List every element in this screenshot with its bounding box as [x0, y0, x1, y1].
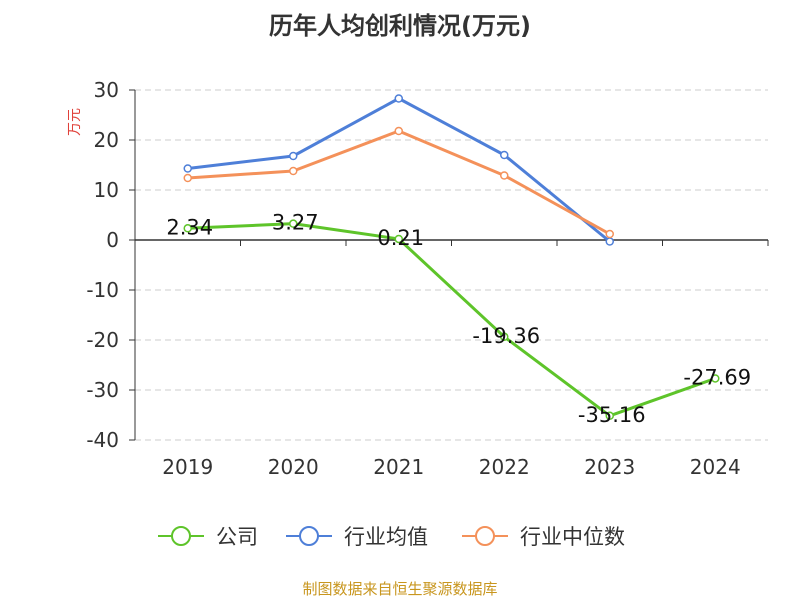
data-point [394, 234, 403, 244]
data-point [500, 150, 509, 160]
chart-title: 历年人均创利情况(万元) [269, 12, 531, 40]
data-label: 0.21 [377, 226, 424, 250]
legend-marker [299, 526, 319, 546]
legend-label: 行业均值 [344, 525, 428, 549]
x-tick-label: 2019 [162, 455, 213, 479]
y-tick-label: 10 [94, 178, 119, 202]
data-point [289, 151, 298, 161]
legend-label: 行业中位数 [520, 525, 625, 549]
source-note: 制图数据来自恒生聚源数据库 [302, 580, 498, 598]
y-tick-label: -20 [86, 328, 119, 352]
data-label: -19.36 [472, 324, 540, 348]
data-label: 3.27 [272, 211, 319, 235]
series-line [187, 222, 716, 418]
legend-marker [475, 526, 495, 546]
series-line [187, 97, 611, 243]
y-tick-label: -10 [86, 278, 119, 302]
y-axis-label: 万元 [67, 108, 83, 136]
y-tick-label: 30 [94, 78, 119, 102]
x-tick-label: 2022 [479, 455, 530, 479]
data-point [500, 171, 509, 180]
x-tick-label: 2024 [690, 455, 741, 479]
series-line [187, 129, 611, 236]
y-tick-label: -30 [86, 378, 119, 402]
data-point [605, 411, 614, 421]
data-point [394, 94, 403, 103]
data-point [605, 237, 614, 246]
data-point [711, 374, 720, 383]
x-tick-label: 2023 [584, 455, 635, 479]
data-point [289, 166, 298, 176]
legend-marker [171, 526, 191, 546]
legend-label: 公司 [216, 525, 258, 549]
data-point [183, 173, 192, 183]
data-label: -27.69 [683, 365, 751, 389]
y-tick-label: -40 [86, 428, 119, 452]
data-point [289, 219, 298, 228]
x-tick-label: 2021 [373, 455, 424, 479]
data-point [394, 126, 403, 136]
data-point [500, 332, 509, 342]
data-label: -35.16 [578, 403, 646, 427]
x-tick-label: 2020 [268, 455, 319, 479]
data-label: 2.34 [166, 215, 213, 239]
data-point [183, 164, 192, 173]
y-tick-label: 0 [106, 228, 119, 252]
data-point [183, 224, 192, 233]
data-point [605, 229, 614, 239]
y-tick-label: 20 [94, 128, 119, 152]
